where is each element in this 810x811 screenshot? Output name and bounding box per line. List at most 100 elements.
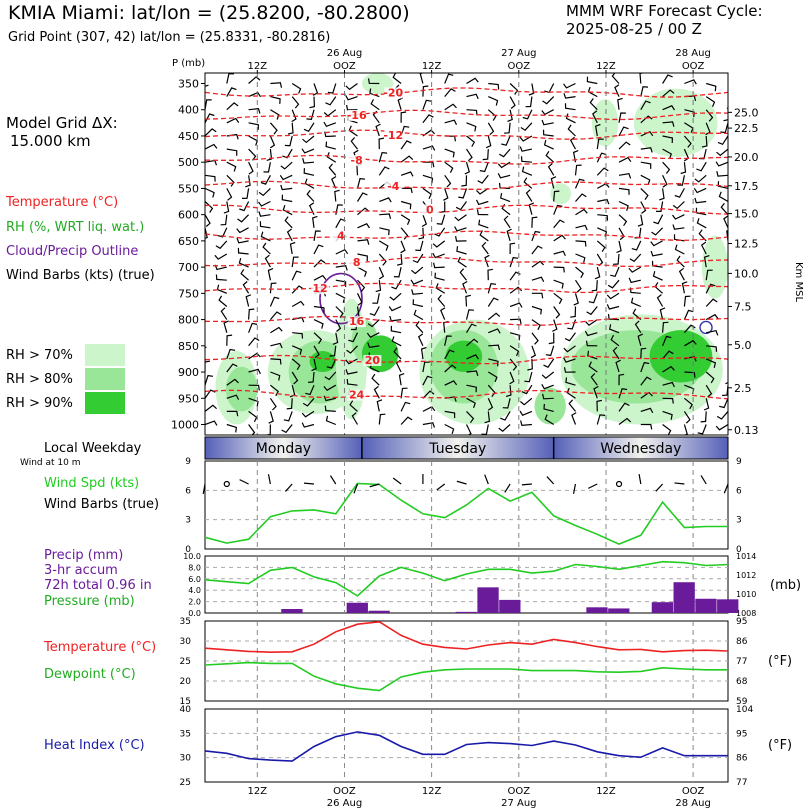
- height-tick-label: 15.0: [734, 208, 759, 221]
- wind-barb: [683, 295, 691, 307]
- surface-wind-barb: [700, 475, 707, 485]
- wind-barb: [335, 265, 348, 271]
- precip-bar: [477, 587, 499, 613]
- forecast-cycle-label: MMM WRF Forecast Cycle:: [566, 2, 763, 20]
- pressure-tick-label: 550: [178, 182, 199, 195]
- height-tick-label: 22.5: [734, 122, 759, 135]
- wind-barb: [563, 82, 576, 89]
- wind-barb: [525, 96, 533, 108]
- wind-barb: [205, 227, 208, 240]
- wind-barb: [419, 73, 424, 84]
- precip-bar: [695, 598, 717, 613]
- wind-barb: [457, 256, 467, 268]
- wind-barb: [466, 109, 478, 116]
- wind-barb: [476, 209, 489, 216]
- precip-bar: [651, 602, 674, 613]
- rh-shading-region: [633, 88, 718, 157]
- wind-barb: [609, 324, 620, 334]
- wind-barb: [410, 279, 424, 285]
- wind-barb: [612, 346, 620, 360]
- weekday-label-wednesday: Wednesday: [600, 441, 681, 457]
- wind-barb: [325, 415, 337, 426]
- wind-barb: [703, 398, 710, 411]
- wind-barb: [400, 387, 408, 399]
- wind-barb: [390, 325, 402, 334]
- wind-barb: [465, 323, 477, 334]
- wind-barb: [346, 378, 358, 386]
- wind-barb: [637, 333, 644, 346]
- wind-barb: [545, 345, 555, 357]
- grid-point-subtitle: Grid Point (307, 42) lat/lon = (25.8331,…: [8, 30, 331, 45]
- wind-barb: [718, 191, 728, 203]
- wind-barb: [269, 135, 276, 149]
- wind-barb: [541, 384, 554, 390]
- y-tick-label-right: 95: [736, 617, 747, 627]
- wind-barb: [662, 175, 668, 188]
- isotherm-line: [205, 389, 728, 400]
- wind-barb: [705, 358, 717, 368]
- y-tick-label-left: 25: [180, 778, 191, 788]
- wind-barb: [502, 398, 511, 409]
- wind-barb: [205, 360, 210, 372]
- surface-wind-barb: [572, 483, 577, 494]
- wind-barb: [618, 200, 629, 211]
- wind-barb: [509, 358, 518, 371]
- wind-barb: [284, 135, 293, 147]
- wind-barb: [248, 397, 259, 407]
- wind-barb: [585, 340, 598, 347]
- wind-barb: [520, 420, 532, 427]
- precip-tick-label: 0.0: [188, 609, 201, 618]
- wind-barb: [400, 240, 406, 254]
- wind-barb: [302, 397, 315, 407]
- wind-barb: [618, 417, 632, 425]
- wind-barb: [717, 181, 728, 189]
- wind-barb: [662, 74, 673, 84]
- wind-barb: [585, 319, 598, 326]
- wind-barb: [462, 280, 468, 294]
- height-tick-label: 7.5: [734, 300, 752, 313]
- wind-barb: [335, 319, 342, 332]
- surface-wind-barb: [239, 479, 249, 485]
- rh-shading-region: [649, 330, 713, 383]
- heat-index-f-unit-label: (°F): [768, 738, 793, 753]
- y-tick-label-right: 104: [736, 705, 753, 715]
- height-tick-label: 25.0: [734, 106, 759, 119]
- wind-barb: [226, 87, 237, 97]
- wind-barb: [301, 148, 315, 154]
- y-tick-label-left: 25: [180, 657, 191, 667]
- wind-barb-field: [205, 73, 728, 435]
- wind-barb: [659, 307, 666, 320]
- wind-barb: [673, 234, 685, 242]
- wind-barb: [371, 373, 380, 386]
- wind-barb: [391, 279, 402, 290]
- wind-barb: [653, 214, 664, 225]
- wind-barb: [591, 280, 598, 292]
- wind-barb: [696, 218, 707, 229]
- wind-barb: [422, 187, 432, 199]
- wind-barb: [215, 240, 228, 250]
- wind-barb: [684, 79, 697, 85]
- wind-barb: [509, 332, 521, 341]
- isotherm-label-bg: [347, 155, 366, 167]
- wind-barb: [303, 122, 315, 133]
- surface-wind-barb: [638, 474, 642, 485]
- wind-barb: [656, 201, 664, 212]
- wind-barb: [369, 88, 380, 98]
- surface-wind-barb: [674, 482, 685, 485]
- wind-barb: [637, 214, 644, 227]
- date-label-top: 28 Aug: [675, 48, 710, 59]
- wind-barb: [291, 285, 304, 294]
- wind-barb: [226, 410, 239, 417]
- isotherm-label-bg: [363, 354, 382, 366]
- wind-barb: [553, 266, 565, 273]
- y-tick-label-right: 86: [736, 754, 748, 764]
- wind-barb: [289, 385, 296, 398]
- wind-barb: [370, 99, 380, 111]
- isotherm-label-bg: [347, 389, 366, 401]
- wind-barb: [662, 89, 675, 98]
- wind-barb: [373, 385, 380, 399]
- wind-barb: [400, 416, 413, 425]
- wind-barb: [270, 358, 282, 365]
- pressure-tick-label: 800: [178, 314, 199, 327]
- wind-barb: [683, 411, 691, 424]
